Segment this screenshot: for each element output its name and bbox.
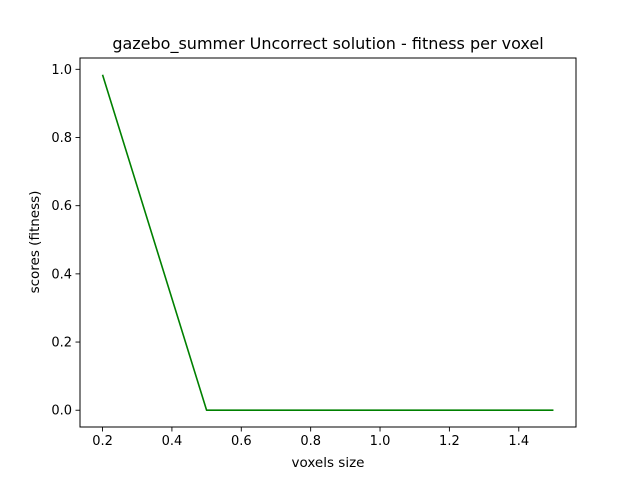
x-tick-label: 1.2: [439, 434, 460, 449]
y-tick-label: 0.2: [51, 336, 72, 351]
x-tick-label: 0.2: [92, 434, 113, 449]
y-tick-label: 0.0: [51, 404, 72, 419]
plot-series-group: [101, 74, 554, 412]
y-tick-label: 0.8: [51, 131, 72, 146]
y-axis-label: scores (fitness): [27, 191, 43, 294]
chart-title: gazebo_summer Uncorrect solution - fitne…: [112, 34, 543, 54]
plot-area-frame: [79, 57, 577, 428]
y-tick-label: 0.4: [51, 267, 72, 282]
x-tick-label: 0.4: [162, 434, 183, 449]
x-axis-label: voxels size: [292, 455, 365, 471]
x-tick-label: 0.8: [300, 434, 321, 449]
y-tick-label: 0.6: [51, 199, 72, 214]
y-axis-ticks: 0.0 0.2 0.4 0.6 0.8 1.0: [51, 63, 80, 419]
x-tick-label: 0.6: [231, 434, 252, 449]
series-line-0: [101, 74, 554, 412]
x-tick-label: 1.4: [508, 434, 529, 449]
y-tick-label: 1.0: [51, 63, 72, 78]
x-tick-label: 1.0: [370, 434, 391, 449]
x-axis-ticks: 0.2 0.4 0.6 0.8 1.0 1.2 1.4: [92, 427, 529, 449]
